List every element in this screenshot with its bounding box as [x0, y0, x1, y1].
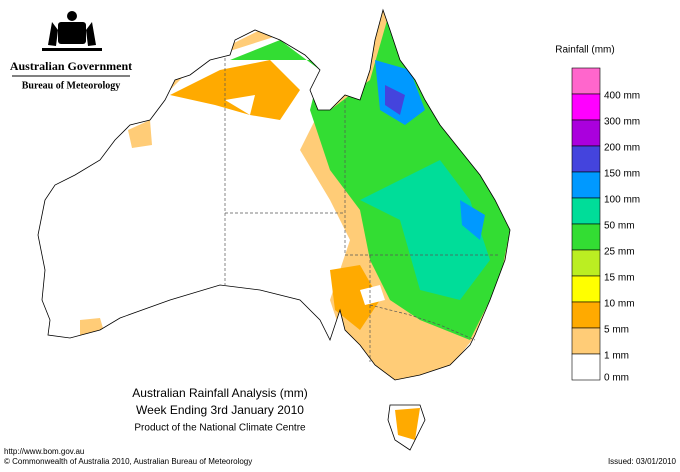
- legend-label: 100 mm: [604, 195, 640, 206]
- legend-swatch: [571, 93, 601, 121]
- legend-title: Rainfall (mm): [555, 45, 614, 56]
- legend-swatch: [571, 119, 601, 147]
- legend-swatch: [571, 197, 601, 225]
- footer-url: http://www.bom.gov.au: [4, 447, 84, 456]
- coastline: [37, 8, 511, 451]
- legend-swatch: [571, 223, 601, 251]
- legend-swatch: [571, 353, 601, 381]
- legend-swatch: [571, 67, 601, 95]
- legend-label: 200 mm: [604, 143, 640, 154]
- coat-of-arms: [42, 11, 102, 51]
- legend-swatch: [571, 249, 601, 277]
- legend-label: 400 mm: [604, 91, 640, 102]
- caption-title: Australian Rainfall Analysis (mm): [132, 386, 307, 400]
- bureau: Bureau of Meteorology: [22, 80, 121, 91]
- footer-copyright: © Commonwealth of Australia 2010, Austra…: [4, 457, 252, 466]
- legend-label: 15 mm: [604, 273, 635, 284]
- state-borders: [224, 58, 500, 362]
- legend-label: 300 mm: [604, 117, 640, 128]
- legend-label: 5 mm: [604, 325, 629, 336]
- legend-label: 0 mm: [604, 373, 629, 384]
- legend: 400 mm 300 mm 200 mm 150 mm 100 mm 50 mm 25 mm…: [571, 67, 640, 381]
- legend-label: 10 mm: [604, 299, 635, 310]
- legend-swatch: [571, 171, 601, 199]
- legend-swatch: [571, 327, 601, 355]
- caption-period: Week Ending 3rd January 2010: [136, 403, 304, 417]
- footer-issued: Issued: 03/01/2010: [608, 457, 677, 466]
- agency: Australian Government: [10, 59, 132, 73]
- legend-swatch: [571, 275, 601, 303]
- legend-label: 50 mm: [604, 221, 635, 232]
- legend-swatch: [571, 145, 601, 173]
- legend-swatch: [571, 301, 601, 329]
- legend-label: 150 mm: [604, 169, 640, 180]
- legend-label: 1 mm: [604, 351, 629, 362]
- caption-product: Product of the National Climate Centre: [134, 423, 306, 434]
- legend-label: 25 mm: [604, 247, 635, 258]
